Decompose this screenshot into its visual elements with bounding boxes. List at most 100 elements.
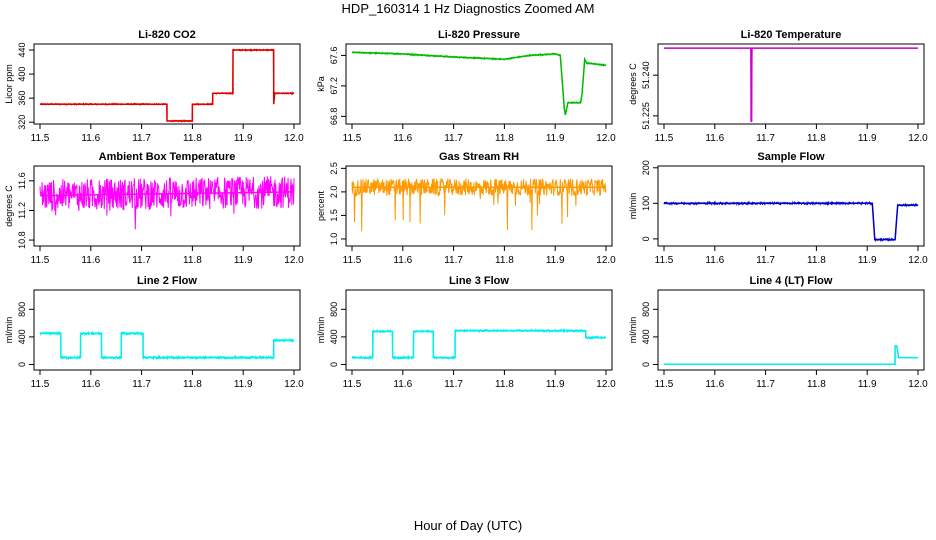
y-tick-label: 1.5 (329, 209, 339, 222)
x-tick-label: 12.0 (908, 133, 928, 144)
y-tick-label: 800 (17, 302, 27, 317)
y-tick-label: 320 (17, 115, 27, 130)
plot-frame (657, 43, 925, 125)
y-tick-label: 67.2 (329, 77, 339, 95)
series-line (664, 345, 918, 366)
x-tick-label: 12.0 (908, 255, 928, 266)
x-tick-label: 11.8 (495, 133, 514, 144)
x-tick-label: 11.9 (234, 133, 253, 144)
series-steps (40, 49, 294, 122)
x-tick-label: 11.7 (444, 379, 463, 390)
series-steps (664, 345, 918, 366)
x-tick-label: 11.9 (546, 255, 565, 266)
y-tick-label: 400 (17, 329, 27, 344)
y-axis-label: degrees C (4, 185, 14, 227)
x-tick-label: 11.8 (495, 255, 514, 266)
figure-title: HDP_160314 1 Hz Diagnostics Zoomed AM (341, 1, 595, 16)
y-tick-label: 400 (641, 329, 651, 344)
x-tick-label: 11.8 (183, 133, 202, 144)
panel-title: Li-820 CO2 (138, 29, 195, 41)
series-line (39, 330, 295, 361)
x-tick-label: 11.6 (81, 379, 100, 390)
x-tick-label: 11.8 (807, 255, 826, 266)
x-tick-label: 11.8 (183, 255, 202, 266)
x-tick-label: 11.9 (234, 255, 253, 266)
panel-3: Li-820 Temperature degrees C 11.5 11.6 11.7 1… (628, 29, 928, 144)
x-tick-label: 12.0 (908, 379, 928, 390)
x-tick-label: 11.6 (81, 255, 100, 266)
x-tick-label: 11.7 (444, 133, 463, 144)
x-tick-label: 11.7 (444, 255, 463, 266)
panel-title: Li-820 Pressure (438, 29, 520, 41)
x-tick-label: 11.5 (343, 255, 362, 266)
series-line (351, 327, 607, 361)
y-axis-label: percent (316, 190, 326, 221)
x-tick-label: 11.9 (546, 133, 565, 144)
y-tick-label: 11.2 (17, 202, 27, 219)
x-tick-label: 11.9 (858, 133, 877, 144)
panel-8: Line 3 Flow ml/min 11.5 11.6 11.7 11.8 11.9 12.… (316, 275, 616, 390)
series-line (663, 200, 919, 243)
x-tick-label: 11.9 (858, 255, 877, 266)
panel-title: Line 3 Flow (449, 275, 509, 287)
x-tick-label: 11.7 (132, 255, 151, 266)
y-tick-label: 100 (641, 196, 651, 211)
plot-frame (345, 289, 613, 371)
x-tick-label: 11.7 (132, 133, 151, 144)
y-tick-label: 0 (641, 236, 651, 241)
y-axis-label: ml/min (628, 193, 638, 220)
y-tick-label: 11.6 (17, 172, 27, 189)
x-tick-label: 11.6 (81, 133, 100, 144)
y-tick-label: 1.0 (329, 233, 339, 246)
panel-title: Ambient Box Temperature (99, 151, 236, 163)
y-tick-label: 360 (17, 91, 27, 106)
plot-frame (33, 165, 301, 247)
y-axis-label: Licor ppm (4, 64, 14, 104)
x-tick-label: 11.9 (858, 379, 877, 390)
x-tick-label: 12.0 (596, 379, 616, 390)
y-axis-label: ml/min (628, 317, 638, 344)
panel-6: Sample Flow ml/min 11.5 11.6 11.7 11.8 11.9 12.… (628, 151, 928, 266)
figure-x-axis-label: Hour of Day (UTC) (413, 518, 523, 533)
panel-1: Li-820 CO2 Licor ppm 11.5 11.6 11.7 11.8 11.9 1… (4, 29, 304, 144)
x-tick-label: 12.0 (284, 255, 304, 266)
x-tick-label: 11.6 (393, 133, 412, 144)
y-tick-label: 800 (329, 302, 339, 317)
panel-title: Li-820 Temperature (741, 29, 842, 41)
series-line (39, 176, 295, 230)
y-tick-label: 400 (17, 67, 27, 82)
y-axis-label: degrees C (628, 63, 638, 105)
x-tick-label: 11.7 (756, 133, 775, 144)
panel-2: Li-820 Pressure kPa 11.5 11.6 11.7 11.8 11.9 12… (316, 29, 616, 144)
series-steps (664, 202, 918, 241)
x-tick-label: 11.8 (495, 379, 514, 390)
x-tick-label: 11.6 (705, 255, 724, 266)
x-tick-label: 11.8 (807, 133, 826, 144)
panel-9: Line 4 (LT) Flow ml/min 11.5 11.6 11.7 11.8 11… (628, 275, 928, 390)
y-tick-label: 800 (641, 302, 651, 317)
plot-frame (33, 43, 301, 125)
y-axis-label: ml/min (316, 317, 326, 344)
panel-title: Gas Stream RH (439, 151, 519, 163)
panel-4: Ambient Box Temperature degrees C 11.5 11.6… (4, 151, 304, 266)
x-tick-label: 11.5 (343, 379, 362, 390)
panel-title: Sample Flow (757, 151, 825, 163)
panel-5: Gas Stream RH percent 11.5 11.6 11.7 11.8 11.9… (316, 151, 616, 266)
y-tick-label: 66.8 (329, 108, 339, 126)
x-tick-label: 11.5 (31, 133, 50, 144)
y-tick-label: 440 (17, 42, 27, 57)
panel-7: Line 2 Flow ml/min 11.5 11.6 11.7 11.8 11.9 12.… (4, 275, 304, 390)
x-tick-label: 12.0 (596, 133, 616, 144)
x-tick-label: 12.0 (284, 133, 304, 144)
x-tick-label: 11.7 (132, 379, 151, 390)
x-tick-label: 11.9 (546, 379, 565, 390)
x-tick-label: 12.0 (596, 255, 616, 266)
series-steps (352, 329, 606, 359)
panel-title: Line 2 Flow (137, 275, 197, 287)
plot-frame (657, 289, 925, 371)
x-tick-label: 11.5 (31, 379, 50, 390)
y-tick-label: 67.6 (329, 47, 339, 65)
x-tick-label: 11.6 (393, 379, 412, 390)
plot-frame (657, 165, 925, 247)
